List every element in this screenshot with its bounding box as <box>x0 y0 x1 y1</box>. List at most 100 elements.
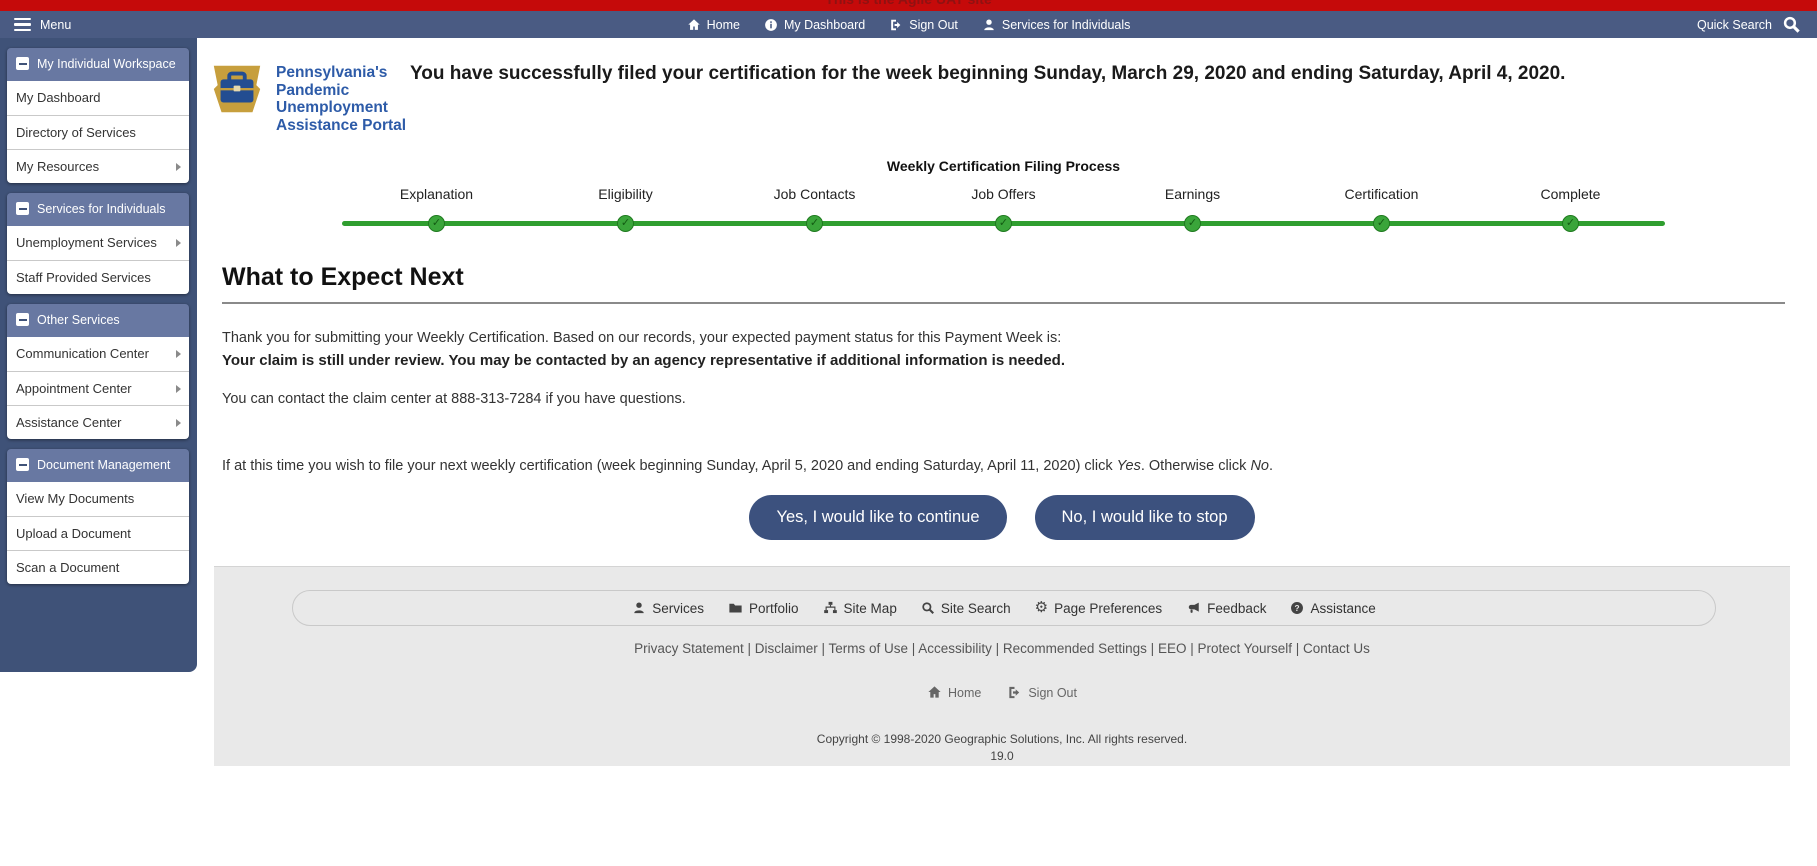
sidebar-group-services-for-individuals: Services for Individuals Unemployment Se… <box>7 193 189 294</box>
sidebar-item-view-my-documents[interactable]: View My Documents <box>7 482 189 516</box>
collapse-icon <box>16 57 29 70</box>
sidebar-item-label: My Resources <box>16 159 100 174</box>
step-certification: Certification <box>1287 186 1476 232</box>
sidebar-item-unemployment-services[interactable]: Unemployment Services <box>7 226 189 260</box>
footer-legal-links: Privacy StatementDisclaimerTerms of UseA… <box>214 641 1790 656</box>
sidebar-header-label: Document Management <box>37 458 171 472</box>
step-label: Job Offers <box>971 186 1036 202</box>
nav-home[interactable]: Home <box>687 18 740 32</box>
footer-recommended-settings-link[interactable]: Recommended Settings <box>992 641 1147 656</box>
gear-icon: ⚙ <box>1034 599 1049 616</box>
copyright-text: Copyright © 1998-2020 Geographic Solutio… <box>816 732 1188 746</box>
step-label: Complete <box>1540 186 1601 202</box>
search-icon <box>922 602 934 614</box>
chevron-right-icon <box>176 239 181 247</box>
menu-button[interactable]: Menu <box>14 11 71 38</box>
sidebar-header-label: Services for Individuals <box>37 202 166 216</box>
sidebar-item-communication-center[interactable]: Communication Center <box>7 337 189 371</box>
decision-buttons: Yes, I would like to continue No, I woul… <box>214 495 1790 540</box>
footer-link-label: Site Map <box>843 600 897 616</box>
sidebar-item-label: My Dashboard <box>16 90 101 105</box>
menu-label: Menu <box>40 17 72 32</box>
top-nav-links: Home My Dashboard Sign Out Services for … <box>0 11 1817 38</box>
sidebar-header-my-individual-workspace[interactable]: My Individual Workspace <box>7 48 189 81</box>
nav-sign-out[interactable]: Sign Out <box>889 18 958 32</box>
person-icon <box>984 18 994 30</box>
footer-terms-of-use-link[interactable]: Terms of Use <box>818 641 908 656</box>
para4-no-word: No <box>1250 458 1269 474</box>
footer-feedback-link[interactable]: Feedback <box>1186 601 1266 616</box>
no-stop-button[interactable]: No, I would like to stop <box>1034 495 1255 540</box>
footer-page-preferences-link[interactable]: ⚙ Page Preferences <box>1034 599 1163 616</box>
keystone-briefcase-icon <box>213 65 261 113</box>
page-title: What to Expect Next <box>222 263 1785 304</box>
person-icon <box>634 602 644 614</box>
sidebar-item-upload-a-document[interactable]: Upload a Document <box>7 516 189 550</box>
para4-before: If at this time you wish to file your ne… <box>222 458 1117 474</box>
footer-accessibility-link[interactable]: Accessibility <box>908 641 992 656</box>
sign-out-icon <box>891 19 901 30</box>
sidebar-item-assistance-center[interactable]: Assistance Center <box>7 405 189 439</box>
question-icon: ? <box>1291 602 1304 614</box>
quick-search[interactable]: Quick Search <box>1697 11 1801 38</box>
footer-portfolio-link[interactable]: Portfolio <box>728 601 799 616</box>
footer-link-label: Site Search <box>940 600 1011 616</box>
folder-icon <box>729 603 742 613</box>
footer-eeo-link[interactable]: EEO <box>1147 641 1187 656</box>
collapse-icon <box>16 202 29 215</box>
footer-sign-out-link[interactable]: Sign Out <box>1007 685 1077 700</box>
footer-sign-out-label: Sign Out <box>1028 685 1077 700</box>
footer-home-link[interactable]: Home <box>927 685 981 700</box>
footer-services-link[interactable]: Services <box>632 601 704 616</box>
footer-link-label: Assistance <box>1310 600 1376 616</box>
sidebar-item-label: Directory of Services <box>16 125 136 140</box>
sidebar-item-directory-of-services[interactable]: Directory of Services <box>7 115 189 149</box>
nav-home-label: Home <box>706 17 740 32</box>
nav-my-dashboard[interactable]: My Dashboard <box>764 18 865 32</box>
sidebar-item-label: Scan a Document <box>16 560 120 575</box>
chevron-right-icon <box>176 385 181 393</box>
check-icon <box>617 215 634 232</box>
yes-continue-button[interactable]: Yes, I would like to continue <box>749 495 1007 540</box>
step-job-offers: Job Offers <box>909 186 1098 232</box>
footer-privacy-statement-link[interactable]: Privacy Statement <box>634 641 744 656</box>
sidebar-item-my-dashboard[interactable]: My Dashboard <box>7 81 189 115</box>
environment-banner-text: This is the Agile UAT site <box>0 0 1817 7</box>
step-label: Certification <box>1344 186 1419 202</box>
nav-services-for-individuals[interactable]: Services for Individuals <box>982 18 1130 32</box>
footer-contact-us-link[interactable]: Contact Us <box>1292 641 1370 656</box>
footer-assistance-link[interactable]: ? Assistance <box>1290 600 1376 616</box>
chevron-right-icon <box>176 350 181 358</box>
sidebar-header-services-for-individuals[interactable]: Services for Individuals <box>7 193 189 226</box>
sidebar-item-appointment-center[interactable]: Appointment Center <box>7 371 189 405</box>
footer-link-label: Services <box>652 600 705 616</box>
step-label: Eligibility <box>598 186 653 202</box>
svg-text:?: ? <box>1295 603 1300 613</box>
footer-disclaimer-link[interactable]: Disclaimer <box>744 641 818 656</box>
footer-site-map-link[interactable]: Site Map <box>823 601 897 616</box>
version-number: 19.0 <box>990 749 1014 763</box>
chevron-right-icon <box>176 163 181 171</box>
footer-site-search-link[interactable]: Site Search <box>921 601 1011 616</box>
step-eligibility: Eligibility <box>531 186 720 232</box>
step-earnings: Earnings <box>1098 186 1287 232</box>
sidebar-item-my-resources[interactable]: My Resources <box>7 149 189 183</box>
sidebar-item-label: Appointment Center <box>16 381 132 396</box>
sidebar-item-scan-a-document[interactable]: Scan a Document <box>7 550 189 584</box>
dashboard-icon <box>765 18 777 31</box>
search-icon <box>1783 16 1800 33</box>
footer-home-label: Home <box>948 685 982 700</box>
sidebar-header-document-management[interactable]: Document Management <box>7 449 189 482</box>
chevron-right-icon <box>176 419 181 427</box>
logo-line: Pennsylvania's <box>276 64 388 81</box>
sidebar-header-other-services[interactable]: Other Services <box>7 304 189 337</box>
sidebar-item-staff-provided-services[interactable]: Staff Provided Services <box>7 260 189 294</box>
paragraph-claim-status: Your claim is still under review. You ma… <box>222 352 1066 369</box>
sidebar-item-label: Unemployment Services <box>16 235 157 250</box>
sidebar: My Individual Workspace My Dashboard Dir… <box>0 38 197 672</box>
sidebar-item-label: Staff Provided Services <box>16 270 151 285</box>
logo-line: Unemployment <box>276 99 388 116</box>
footer-protect-yourself-link[interactable]: Protect Yourself <box>1186 641 1292 656</box>
site-logo: Pennsylvania's Pandemic Unemployment Ass… <box>208 60 406 134</box>
sidebar-item-label: Assistance Center <box>16 415 122 430</box>
